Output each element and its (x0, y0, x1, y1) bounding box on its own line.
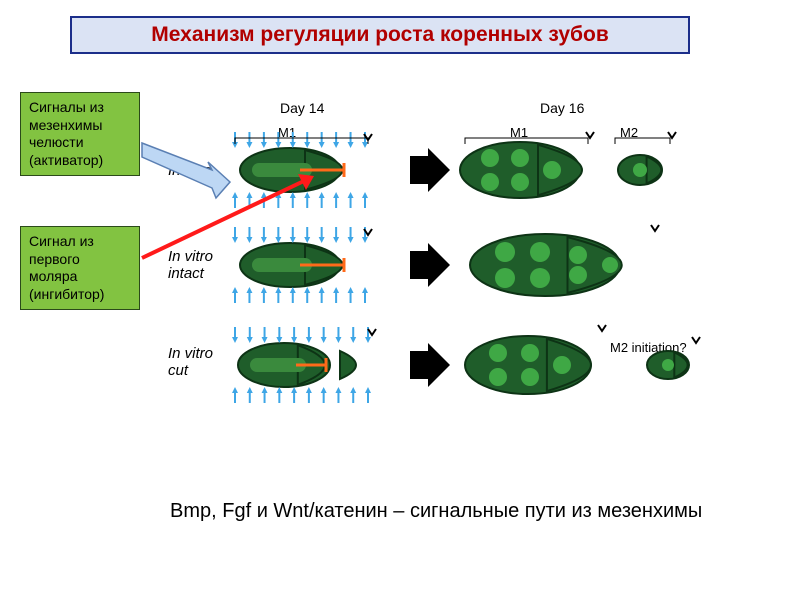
diagram-svg (0, 0, 800, 600)
